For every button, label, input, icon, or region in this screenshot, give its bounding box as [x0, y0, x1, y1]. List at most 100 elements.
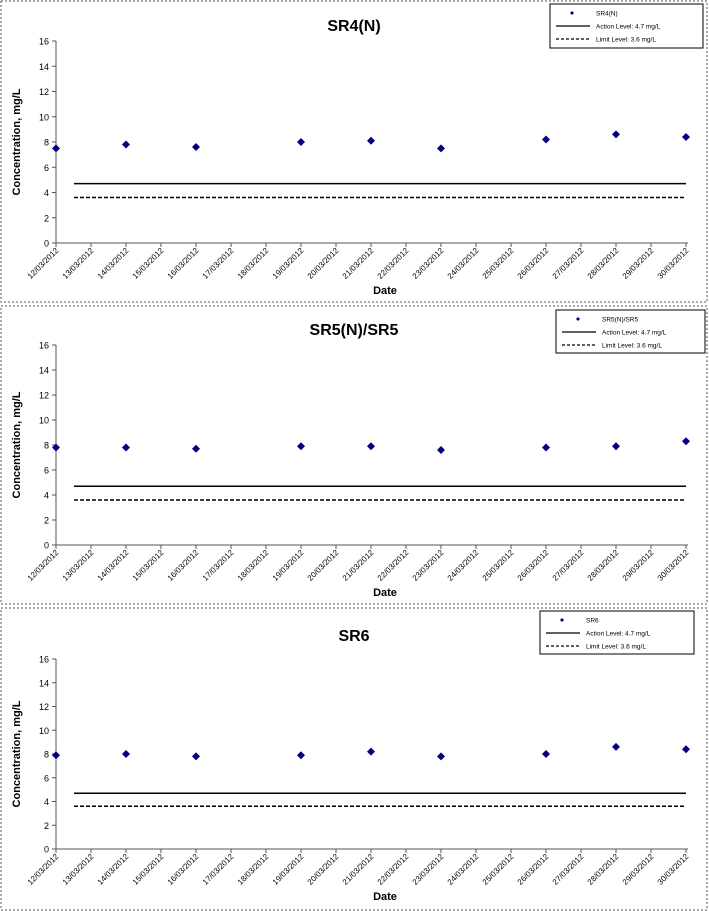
- data-point: [297, 138, 305, 146]
- y-tick-label: 14: [39, 678, 49, 688]
- chart-frame: [0, 607, 708, 911]
- x-tick-label: 24/03/2012: [446, 548, 481, 583]
- data-point: [52, 751, 60, 760]
- data-point: [122, 140, 130, 149]
- x-tick-label: 23/03/2012: [411, 852, 446, 887]
- data-point: [122, 750, 130, 758]
- x-tick-label: 17/03/2012: [201, 852, 236, 887]
- x-tick-label: 23/03/2012: [411, 246, 446, 281]
- legend-marker: [576, 317, 580, 321]
- x-tick-label: 30/03/2012: [656, 852, 691, 887]
- legend-label: Limit Level: 3.6 mg/L: [596, 37, 656, 44]
- y-tick-label: 4: [44, 491, 49, 501]
- chart-title: SR5(N)/SR5: [310, 322, 399, 339]
- x-tick-label: 20/03/2012: [306, 852, 341, 887]
- x-tick-label: 26/03/2012: [516, 548, 551, 583]
- y-tick-label: 14: [39, 62, 49, 72]
- data-point: [192, 143, 200, 152]
- y-axis-label: Concentration, mg/L: [11, 391, 23, 498]
- data-point: [367, 442, 375, 451]
- x-tick-label: 27/03/2012: [551, 246, 586, 281]
- y-tick-label: 8: [44, 750, 49, 760]
- legend-label: Limit Level: 3.6 mg/L: [586, 644, 646, 651]
- x-tick-label: 19/03/2012: [271, 246, 306, 281]
- x-tick-label: 15/03/2012: [131, 246, 166, 281]
- x-tick-label: 18/03/2012: [236, 246, 271, 281]
- data-point: [367, 747, 375, 756]
- data-point: [682, 745, 690, 754]
- x-tick-label: 20/03/2012: [306, 246, 341, 281]
- x-tick-label: 28/03/2012: [586, 246, 621, 281]
- chart-frame: [0, 0, 708, 303]
- data-point: [297, 751, 305, 760]
- x-tick-label: 26/03/2012: [516, 852, 551, 887]
- x-tick-label: 19/03/2012: [271, 548, 306, 583]
- y-tick-label: 10: [39, 726, 49, 736]
- data-point: [297, 442, 305, 451]
- y-tick-label: 0: [44, 845, 49, 855]
- data-point: [192, 752, 200, 761]
- y-tick-label: 2: [44, 516, 49, 526]
- x-tick-label: 21/03/2012: [341, 852, 376, 887]
- x-tick-label: 12/03/2012: [26, 246, 61, 281]
- x-tick-label: 29/03/2012: [621, 852, 656, 887]
- legend-label: Limit Level: 3.6 mg/L: [602, 343, 662, 350]
- y-tick-label: 2: [44, 213, 49, 223]
- y-tick-label: 6: [44, 466, 49, 476]
- x-tick-label: 14/03/2012: [96, 852, 131, 887]
- y-tick-label: 12: [39, 391, 49, 401]
- x-tick-label: 28/03/2012: [586, 548, 621, 583]
- x-tick-label: 19/03/2012: [271, 852, 306, 887]
- x-axis-label: Date: [373, 285, 397, 297]
- x-tick-label: 17/03/2012: [201, 548, 236, 583]
- data-point: [367, 136, 375, 145]
- legend-label: SR6: [586, 618, 599, 625]
- x-tick-label: 22/03/2012: [376, 852, 411, 887]
- x-tick-label: 16/03/2012: [166, 548, 201, 583]
- data-point: [122, 443, 130, 452]
- x-tick-label: 29/03/2012: [621, 246, 656, 281]
- legend-label: SR5(N)/SR5: [602, 317, 639, 324]
- y-tick-label: 0: [44, 239, 49, 249]
- legend-label: SR4(N): [596, 11, 618, 18]
- x-tick-label: 14/03/2012: [96, 548, 131, 583]
- chart-2: SR5(N)/SR5 0 2 4 6 8 10 12 14 16 12/03/2012 13/03/2…: [0, 305, 708, 605]
- data-point: [682, 132, 690, 141]
- y-tick-label: 6: [44, 773, 49, 783]
- x-tick-label: 22/03/2012: [376, 246, 411, 281]
- x-tick-label: 16/03/2012: [166, 246, 201, 281]
- data-point: [192, 444, 200, 453]
- legend-label: Action Level: 4.7 mg/L: [602, 330, 667, 337]
- data-point: [612, 442, 620, 451]
- y-tick-label: 12: [39, 702, 49, 712]
- x-tick-label: 18/03/2012: [236, 852, 271, 887]
- x-tick-label: 12/03/2012: [26, 548, 61, 583]
- x-tick-label: 21/03/2012: [341, 548, 376, 583]
- legend-label: Action Level: 4.7 mg/L: [586, 631, 651, 638]
- x-tick-label: 30/03/2012: [656, 548, 691, 583]
- legend-marker: [570, 11, 574, 15]
- chart-title: SR4(N): [327, 18, 380, 35]
- y-axis-label: Concentration, mg/L: [11, 700, 23, 807]
- data-point: [542, 750, 550, 758]
- data-point: [612, 130, 620, 139]
- data-point: [437, 144, 445, 153]
- x-tick-label: 21/03/2012: [341, 246, 376, 281]
- y-tick-label: 14: [39, 366, 49, 376]
- y-tick-label: 10: [39, 112, 49, 122]
- x-tick-label: 13/03/2012: [61, 852, 96, 887]
- data-point: [437, 752, 445, 761]
- y-tick-label: 8: [44, 441, 49, 451]
- y-axis-label: Concentration, mg/L: [11, 88, 23, 195]
- legend-label: Action Level: 4.7 mg/L: [596, 24, 661, 31]
- x-tick-label: 17/03/2012: [201, 246, 236, 281]
- x-tick-label: 24/03/2012: [446, 852, 481, 887]
- y-tick-label: 0: [44, 541, 49, 551]
- x-tick-label: 25/03/2012: [481, 246, 516, 281]
- legend-marker: [560, 618, 564, 622]
- y-tick-label: 12: [39, 87, 49, 97]
- x-tick-label: 15/03/2012: [131, 548, 166, 583]
- y-tick-label: 4: [44, 188, 49, 198]
